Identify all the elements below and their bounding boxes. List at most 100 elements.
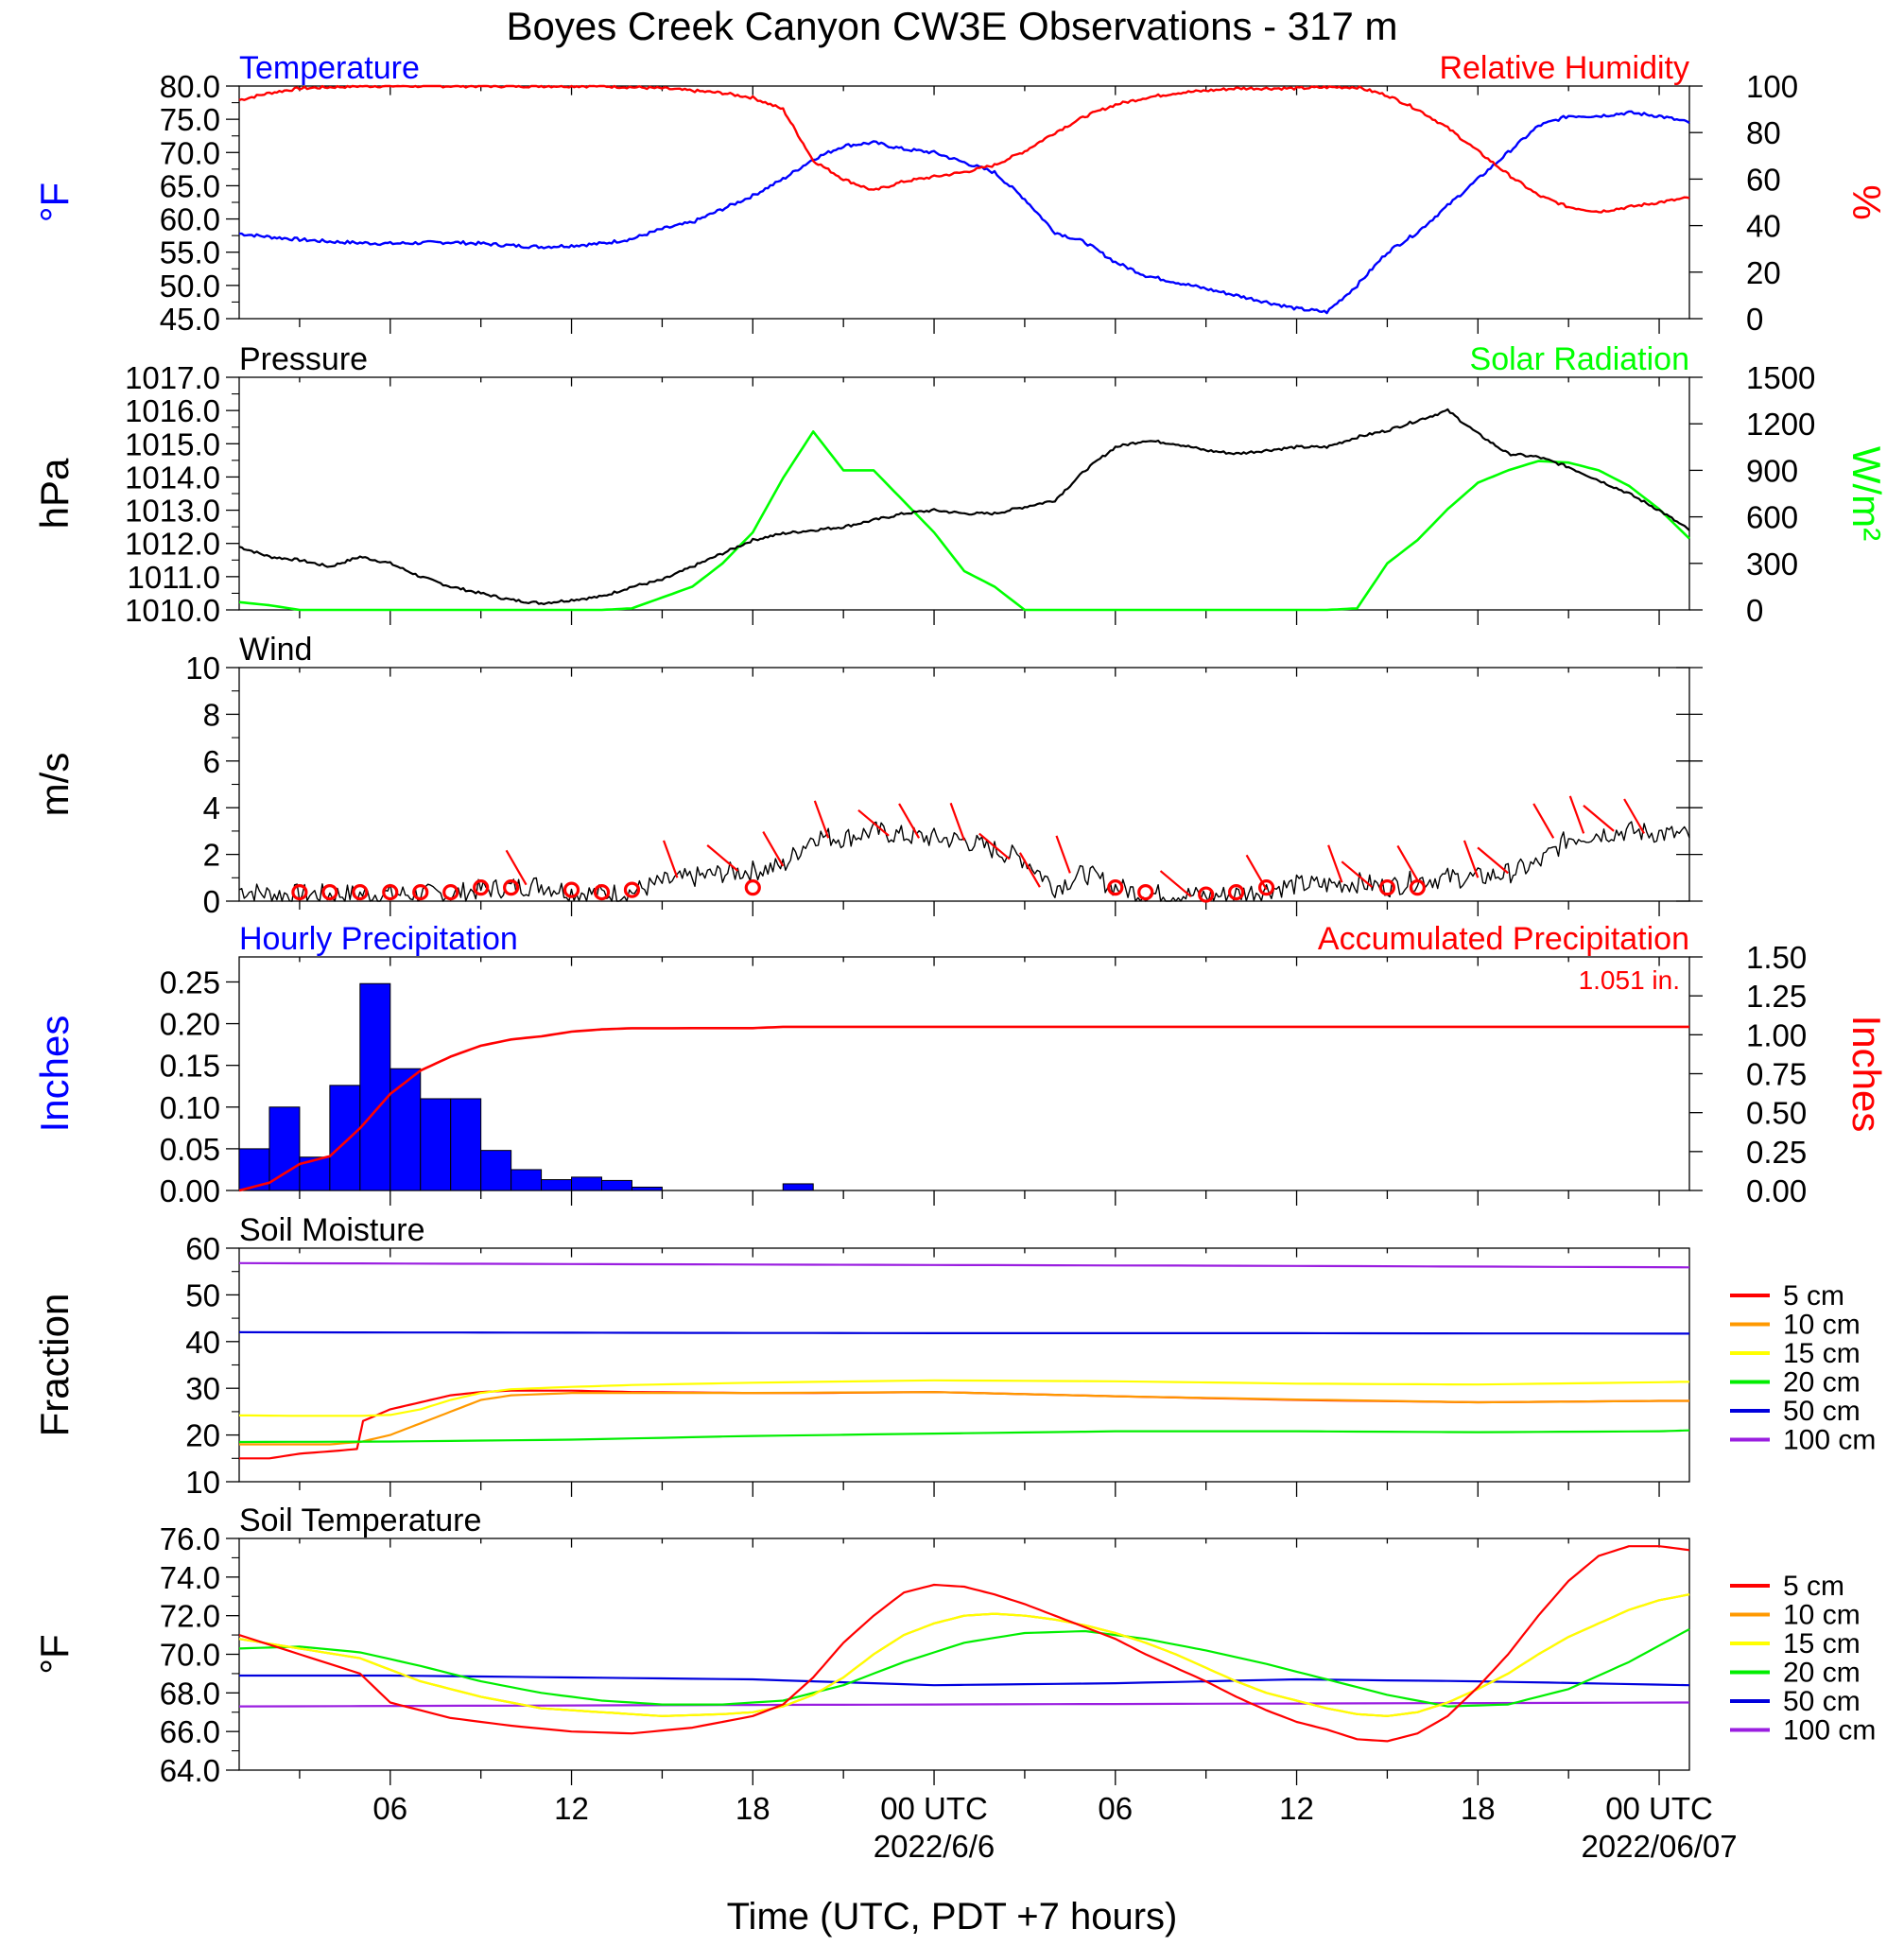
y-tick-label-left: 76.0 [160,1521,220,1556]
calm-wind-circle [1228,883,1245,901]
wind-barb [1055,835,1071,874]
y-tick-label-right: 900 [1746,453,1798,488]
y-tick-label-right: 100 [1746,69,1798,104]
hourly-precip-bar [511,1169,543,1191]
soil-moisture-line [239,1391,1689,1446]
y-tick-label-left: 10 [185,651,220,686]
y-tick-label-right: 0.75 [1746,1057,1807,1092]
calm-wind-circle [593,883,611,901]
calm-wind-circle [321,883,338,901]
y-axis-title-right: Inches [1844,1016,1889,1133]
y-tick-label-right: 0 [1746,593,1763,628]
wind-barb [662,840,679,878]
soil-temp-line [239,1674,1690,1687]
pressure-line [238,408,1690,605]
soil-moisture-line [238,1429,1690,1444]
wind-barb [813,800,830,839]
x-tick-label: 06 [1098,1791,1133,1826]
hourly-precip-bar [450,1098,482,1191]
hourly-precip-bar [782,1183,814,1191]
y-tick-label-left: 0.00 [160,1173,220,1208]
panel-title-left: Pressure [239,341,368,377]
legend-label: 15 cm [1783,1628,1861,1659]
y-tick-label-left: 40 [185,1325,220,1360]
y-tick-label-left: 75.0 [160,102,220,137]
accumulated-precip-line [238,1025,1689,1192]
calm-wind-circle [291,883,308,901]
x-tick-label: 12 [1279,1791,1314,1826]
panel-title-left: Hourly Precipitation [239,921,518,957]
wind-barb [1532,803,1555,839]
y-tick-label-right: 0.50 [1746,1096,1807,1131]
y-tick-label-right: 0 [1746,302,1763,337]
y-tick-label-right: 1.00 [1746,1017,1807,1052]
y-tick-label-left: 45.0 [160,302,220,337]
soil-moisture-line [238,1261,1690,1269]
soil-temp-line [238,1593,1690,1717]
y-axis-title-right: W/m² [1844,446,1889,541]
legend-label: 100 cm [1783,1715,1876,1746]
y-tick-label-left: 50.0 [160,269,220,304]
wind-barb [1341,860,1374,889]
y-tick-label-left: 1012.0 [125,527,220,562]
y-tick-label-left: 1015.0 [125,426,220,461]
wind-barb [1396,844,1419,881]
hourly-precip-bar [389,1068,422,1191]
calm-wind-circle [503,879,520,896]
accumulated-total-label: 1.051 in. [1579,965,1680,995]
humidity-line [238,84,1690,214]
y-tick-label-left: 1016.0 [125,393,220,428]
calm-wind-circle [563,881,580,898]
y-tick-label-right: 600 [1746,500,1798,535]
y-tick-label-left: 2 [203,838,220,873]
y-axis-title-right: % [1844,184,1889,219]
x-tick-label: 12 [554,1791,589,1826]
y-axis-title-left: °F [32,1634,77,1674]
calm-wind-circle [412,883,429,901]
y-tick-label-left: 68.0 [160,1676,220,1711]
y-tick-label-left: 70.0 [160,1638,220,1673]
x-tick-label: 18 [736,1791,770,1826]
y-axis-title-left: hPa [32,458,77,529]
wind-barb [1477,846,1509,875]
wind-barb [505,849,528,886]
wind-barb [949,802,966,842]
legend-label: 5 cm [1783,1280,1844,1312]
y-tick-label-right: 40 [1746,209,1781,244]
y-tick-label-left: 10 [185,1465,220,1500]
panel-title-right: Relative Humidity [1439,50,1689,86]
hourly-precip-bar [601,1179,632,1191]
y-tick-label-left: 64.0 [160,1753,220,1788]
wind-barb [1568,795,1585,834]
y-axis-title-left: Inches [32,1016,77,1133]
calm-wind-circle [442,883,459,901]
y-tick-label-right: 300 [1746,547,1798,582]
y-tick-label-left: 0.05 [160,1132,220,1167]
y-axis-title-left: °F [32,182,77,222]
y-tick-label-left: 60 [185,1231,220,1266]
hourly-precip-bar [631,1186,663,1191]
y-tick-label-left: 0.15 [160,1049,220,1084]
y-tick-label-right: 20 [1746,255,1781,290]
y-tick-label-left: 0.20 [160,1007,220,1042]
y-tick-label-left: 8 [203,697,220,732]
wind-barb [762,831,785,867]
y-tick-label-left: 4 [203,791,220,825]
calm-wind-circle [352,883,369,901]
y-tick-label-left: 80.0 [160,69,220,104]
legend-label: 10 cm [1783,1310,1861,1341]
calm-wind-circle [1257,879,1275,896]
legend-label: 5 cm [1783,1571,1844,1602]
y-tick-label-left: 1010.0 [125,593,220,628]
hourly-precip-bar [268,1106,301,1191]
x-axis-title: Time (UTC, PDT +7 hours) [727,1896,1178,1937]
x-tick-label: 00 UTC [1605,1791,1713,1826]
y-tick-label-right: 1500 [1746,360,1815,395]
y-tick-label-left: 0.10 [160,1090,220,1125]
legend-label: 50 cm [1783,1686,1861,1717]
y-tick-label-right: 80 [1746,115,1781,150]
y-tick-label-left: 30 [185,1371,220,1406]
panel-title-left: Soil Moisture [239,1212,425,1248]
